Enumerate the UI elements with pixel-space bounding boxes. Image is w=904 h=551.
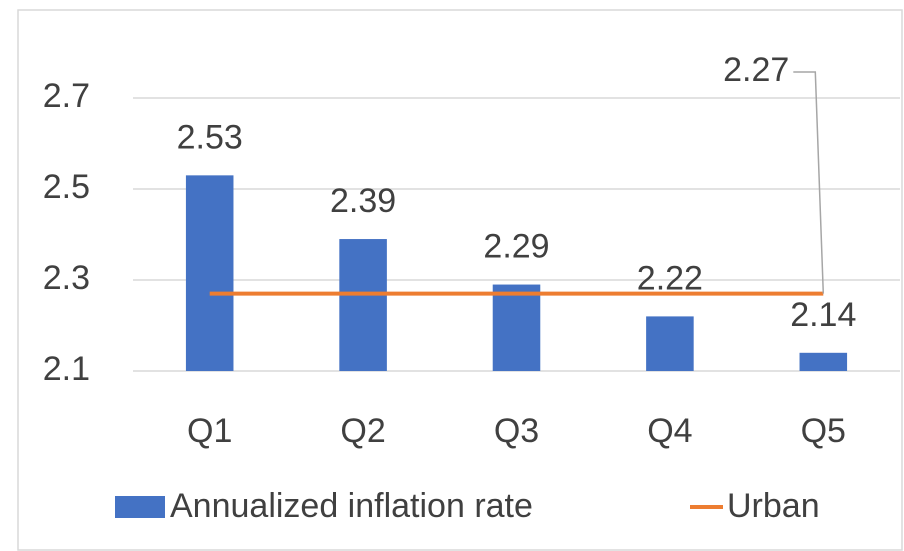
data-label: 2.29 xyxy=(483,228,549,266)
y-tick-label: 2.3 xyxy=(43,259,90,297)
x-tick-label: Q1 xyxy=(187,412,232,450)
legend-label: Annualized inflation rate xyxy=(170,487,533,525)
bar xyxy=(492,284,541,371)
data-label: 2.53 xyxy=(177,118,243,156)
bar xyxy=(799,352,848,371)
x-tick-label: Q3 xyxy=(494,412,539,450)
legend-swatch xyxy=(115,496,165,518)
x-tick-label: Q5 xyxy=(801,412,846,450)
x-tick-label: Q4 xyxy=(647,412,692,450)
legend-label: Urban xyxy=(727,487,820,525)
y-tick-label: 2.7 xyxy=(43,77,90,115)
y-tick-label: 2.1 xyxy=(43,350,90,388)
bar xyxy=(185,175,234,371)
x-tick-label: Q2 xyxy=(340,412,385,450)
data-label: 2.27 xyxy=(723,51,789,89)
y-tick-label: 2.5 xyxy=(43,168,90,206)
data-label: 2.14 xyxy=(790,296,856,334)
bar xyxy=(339,239,387,371)
leader-line xyxy=(793,71,825,294)
data-label: 2.39 xyxy=(330,182,396,220)
data-label: 2.22 xyxy=(637,259,703,297)
bar xyxy=(646,316,694,371)
